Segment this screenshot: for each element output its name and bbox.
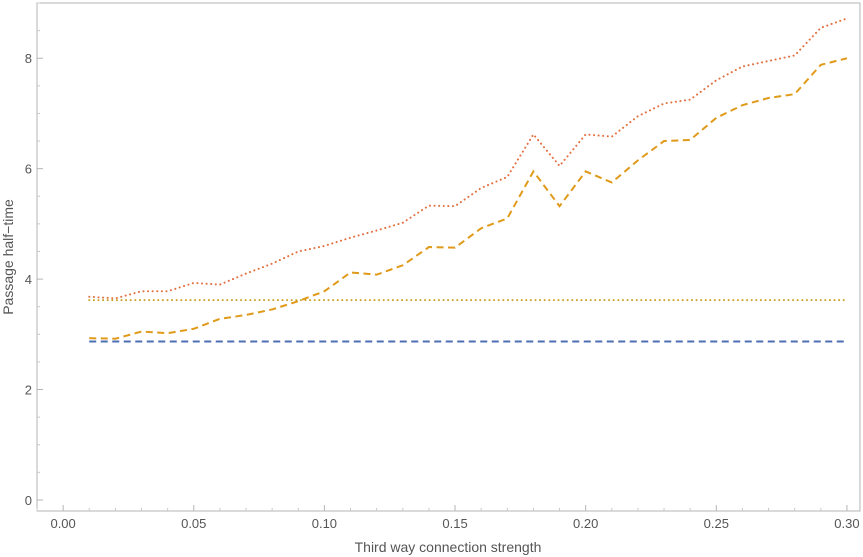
y-tick-label: 0 xyxy=(25,493,32,508)
x-tick-label: 0.00 xyxy=(50,516,75,531)
x-tick-label: 0.25 xyxy=(704,516,729,531)
x-tick-label: 0.05 xyxy=(181,516,206,531)
y-tick-label: 6 xyxy=(25,162,32,177)
y-axis-ticks: 0 2 4 6 8 xyxy=(25,2,43,508)
plot-frame xyxy=(36,2,861,512)
x-tick-label: 0.20 xyxy=(573,516,598,531)
x-tick-label: 0.30 xyxy=(834,516,859,531)
series-layer xyxy=(88,17,848,343)
x-tick-label: 0.15 xyxy=(442,516,467,531)
y-tick-label: 2 xyxy=(25,383,32,398)
y-tick-label: 4 xyxy=(25,272,32,287)
y-axis-label: Passage half−time xyxy=(0,199,16,315)
x-tick-label: 0.10 xyxy=(312,516,337,531)
x-axis-ticks: 0.00 0.05 0.10 0.15 0.20 0.25 0.30 xyxy=(36,505,860,531)
x-axis-label: Third way connection strength xyxy=(355,539,542,555)
y-tick-label: 8 xyxy=(25,51,32,66)
series-line-2 xyxy=(89,57,848,340)
series-line-1 xyxy=(88,17,848,300)
